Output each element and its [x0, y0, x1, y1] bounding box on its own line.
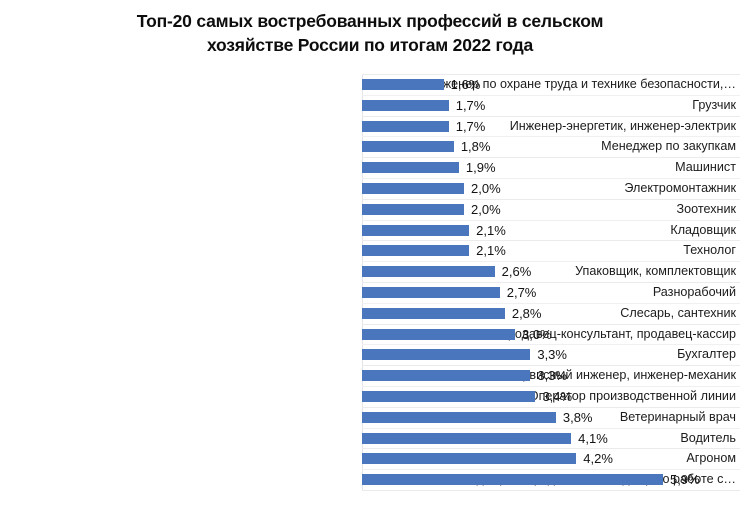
gridline [362, 406, 740, 408]
value-label: 1,7% [455, 118, 486, 134]
bar[interactable] [362, 453, 577, 465]
plot-area [362, 74, 740, 491]
bar[interactable] [362, 266, 495, 278]
bar[interactable] [362, 432, 572, 444]
bar[interactable] [362, 245, 470, 257]
bar-row: Продавец-консультант, продавец-кассир 3,0… [0, 324, 740, 345]
value-label: 3,8% [562, 409, 593, 425]
bar[interactable] [362, 203, 465, 215]
bar[interactable] [362, 349, 531, 361]
gridline [362, 178, 740, 179]
value-label: 2,8% [511, 305, 542, 321]
bar-row: Менеджер по закупкам 1,8% [0, 136, 740, 157]
bar-row: Электромонтажник 2,0% [0, 178, 740, 199]
bar-row: Бухгалтер 3,3% [0, 344, 740, 365]
gridline [362, 323, 740, 325]
bar[interactable] [362, 162, 459, 174]
gridline [362, 386, 740, 387]
gridline [362, 490, 740, 491]
bar-row: Инженер-энергетик, инженер-электрик 1,7% [0, 116, 740, 137]
bar[interactable] [362, 370, 531, 382]
bar-row: Водитель 4,1% [0, 428, 740, 449]
value-label: 3,3% [537, 347, 567, 363]
value-label: 1,6% [450, 77, 481, 92]
bar-row: Сервисный инженер, инженер-механик 3,3% [0, 365, 740, 386]
gridline [362, 94, 740, 96]
bar[interactable] [362, 474, 663, 486]
bar-row: Менеджер по продажам, менеджер по работе… [0, 469, 740, 490]
gridline [362, 282, 740, 283]
value-label: 2,7% [506, 285, 537, 300]
value-label: 3,3% [537, 368, 567, 384]
gridline [362, 240, 740, 242]
value-label: 1,9% [465, 160, 496, 176]
gridline [362, 469, 740, 471]
value-label: 2,0% [471, 201, 501, 217]
bar-row: Ветеринарный врач 3,8% [0, 407, 740, 428]
value-label: 2,6% [501, 264, 532, 280]
bar[interactable] [362, 411, 556, 423]
gridline [362, 427, 740, 429]
bar-row: Технолог 2,1% [0, 240, 740, 261]
gridline [362, 198, 740, 200]
bar-row: Зоотехник 2,0% [0, 199, 740, 220]
bar-row: Слесарь, сантехник 2,8% [0, 303, 740, 324]
bar[interactable] [362, 99, 449, 111]
bar-row: Машинист 1,9% [0, 157, 740, 178]
bar-row: Грузчик 1,7% [0, 95, 740, 116]
gridline [362, 302, 740, 304]
gridline [362, 115, 740, 117]
bar[interactable] [362, 307, 505, 319]
gridline [362, 448, 740, 450]
value-label: 4,1% [578, 430, 608, 446]
value-label: 3,4% [542, 389, 573, 404]
bar[interactable] [362, 391, 536, 402]
bar-row: Упаковщик, комплектовщик 2,6% [0, 261, 740, 282]
gridline [362, 344, 740, 346]
bar[interactable] [362, 287, 500, 298]
value-label: 2,1% [476, 222, 506, 238]
value-label: 3,0% [522, 326, 552, 342]
bar-row: Кладовщик 2,1% [0, 220, 740, 241]
gridline [362, 365, 740, 367]
gridline [362, 219, 740, 221]
bar[interactable] [362, 328, 516, 340]
chart-title: Топ-20 самых востребованных профессий в … [136, 11, 604, 55]
gridline [362, 136, 740, 138]
bar[interactable] [362, 120, 449, 132]
bar[interactable] [362, 79, 444, 90]
value-label: 1,7% [455, 97, 486, 113]
value-label: 2,1% [476, 243, 506, 259]
gridline [362, 261, 740, 263]
value-label: 2,0% [471, 181, 501, 196]
value-label: 1,8% [460, 139, 491, 155]
bar-row: Инженер по охране труда и технике безопа… [0, 74, 740, 95]
bar-row: Оператор производственной линии 3,4% [0, 386, 740, 407]
bar[interactable] [362, 141, 454, 153]
value-label: 5,9% [670, 472, 700, 488]
bar-row: Агроном 4,2% [0, 448, 740, 469]
gridline [362, 157, 740, 159]
bar-row: Разнорабочий 2,7% [0, 282, 740, 303]
bar[interactable] [362, 183, 465, 194]
gridline [362, 74, 740, 75]
value-label: 4,2% [583, 451, 613, 467]
bar[interactable] [362, 224, 470, 236]
